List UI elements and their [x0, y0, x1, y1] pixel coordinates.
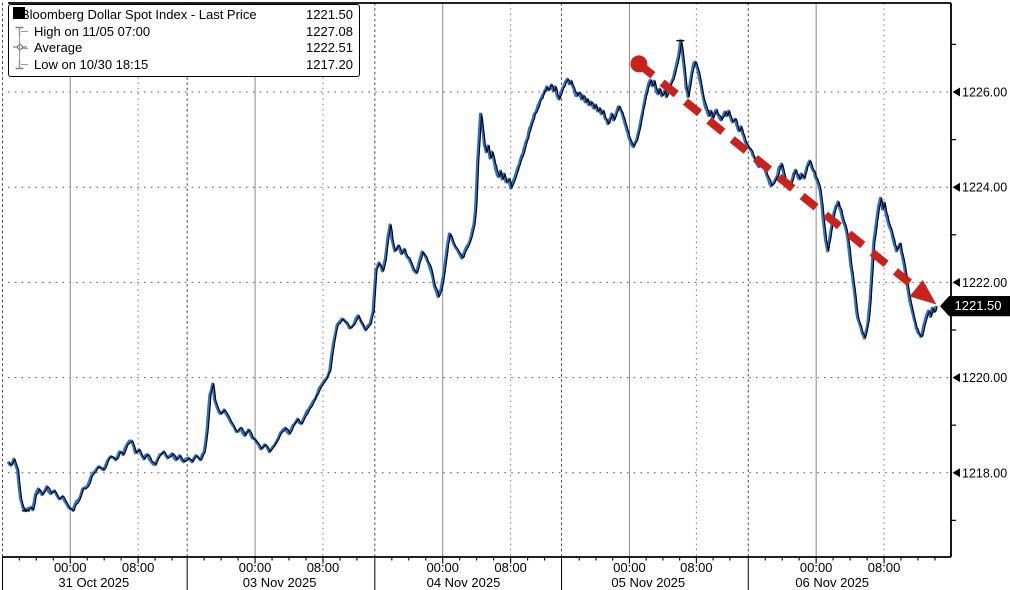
- x-date-label: 03 Nov 2025: [243, 575, 317, 590]
- y-tick-arrow-icon: [952, 87, 960, 97]
- x-date-label: 06 Nov 2025: [795, 575, 869, 590]
- price-line-edge: [8, 40, 938, 512]
- legend-box: Bloomberg Dollar Spot Index - Last Price…: [8, 4, 360, 77]
- legend-low-row: Low on 10/30 18:15 1217.20: [13, 57, 353, 74]
- x-time-label: 00:00: [426, 560, 459, 575]
- legend-series-row: Bloomberg Dollar Spot Index - Last Price…: [13, 7, 353, 24]
- average-label: Average: [34, 40, 83, 55]
- x-time-label: 08:00: [868, 560, 901, 575]
- legend-high-row: High on 11/05 07:00 1227.08: [13, 24, 353, 41]
- y-tick-arrow-icon: [952, 468, 960, 478]
- x-date-label: 05 Nov 2025: [611, 575, 685, 590]
- average-value: 1222.51: [306, 40, 353, 55]
- price-line-blue: [6, 39, 938, 513]
- y-tick-arrow-icon: [952, 373, 960, 383]
- y-axis-label: 1226.00: [962, 86, 1007, 100]
- legend-average-row: Average 1222.51: [13, 40, 353, 57]
- low-label: Low on 10/30 18:15: [34, 56, 149, 72]
- x-time-label: 00:00: [800, 560, 833, 575]
- x-time-label: 08:00: [122, 560, 155, 575]
- x-time-label: 00:00: [613, 560, 646, 575]
- x-time-label: 08:00: [494, 560, 527, 575]
- y-tick-arrow-icon: [952, 182, 960, 192]
- last-price-label: 1221.50: [954, 298, 1002, 314]
- x-time-label: 00:00: [54, 560, 87, 575]
- low-value: 1217.20: [306, 56, 353, 72]
- x-date-label: 04 Nov 2025: [427, 575, 501, 590]
- high-label: High on 11/05 07:00: [34, 23, 151, 39]
- x-time-label: 08:00: [680, 560, 713, 575]
- x-time-label: 00:00: [239, 560, 272, 575]
- series-last-value: 1221.50: [306, 7, 353, 22]
- trend-arrow-start-dot: [630, 55, 648, 73]
- trend-arrow-line: [636, 60, 924, 296]
- x-time-label: 08:00: [307, 560, 340, 575]
- high-value: 1227.08: [306, 23, 353, 39]
- legend-tree-connector: [19, 27, 20, 69]
- trend-arrowhead-icon: [909, 279, 937, 305]
- y-axis-label: 1222.00: [962, 276, 1007, 290]
- y-axis-label: 1218.00: [962, 466, 1007, 480]
- series-label: Bloomberg Dollar Spot Index - Last Price: [21, 7, 257, 22]
- last-price-tag: 1221.50: [940, 296, 1010, 317]
- y-axis-label: 1224.00: [962, 181, 1007, 195]
- y-tick-arrow-icon: [952, 277, 960, 287]
- y-axis-label: 1220.00: [962, 371, 1007, 385]
- x-date-label: 31 Oct 2025: [58, 575, 129, 590]
